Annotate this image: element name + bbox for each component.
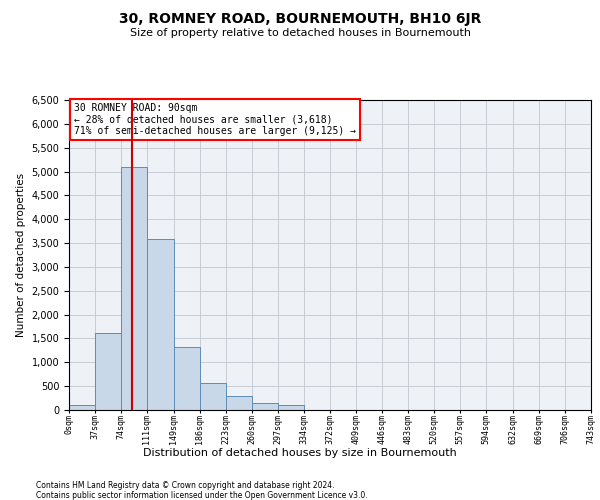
Text: Size of property relative to detached houses in Bournemouth: Size of property relative to detached ho… [130, 28, 470, 38]
Bar [69, 405, 95, 410]
Bar [278, 405, 304, 410]
Text: 30, ROMNEY ROAD, BOURNEMOUTH, BH10 6JR: 30, ROMNEY ROAD, BOURNEMOUTH, BH10 6JR [119, 12, 481, 26]
Text: Contains public sector information licensed under the Open Government Licence v3: Contains public sector information licen… [36, 491, 368, 500]
Bar [147, 240, 173, 410]
Bar [200, 384, 226, 410]
Text: Contains HM Land Registry data © Crown copyright and database right 2024.: Contains HM Land Registry data © Crown c… [36, 481, 335, 490]
Text: 30 ROMNEY ROAD: 90sqm
← 28% of detached houses are smaller (3,618)
71% of semi-d: 30 ROMNEY ROAD: 90sqm ← 28% of detached … [74, 103, 356, 136]
Bar [121, 167, 147, 410]
Bar [95, 332, 121, 410]
Bar [173, 347, 200, 410]
Bar [251, 403, 278, 410]
Bar [226, 396, 251, 410]
Y-axis label: Number of detached properties: Number of detached properties [16, 173, 26, 337]
Text: Distribution of detached houses by size in Bournemouth: Distribution of detached houses by size … [143, 448, 457, 458]
